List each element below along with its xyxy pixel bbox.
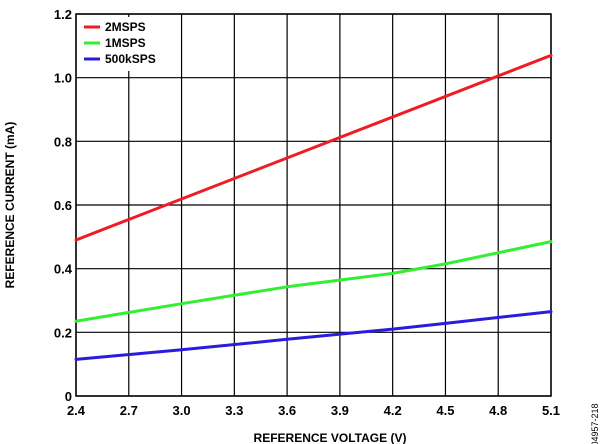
x-axis-title: REFERENCE VOLTAGE (V) <box>254 431 407 444</box>
series-line-2msps <box>74 53 553 242</box>
series-line-1msps <box>74 240 553 323</box>
plot-frame <box>75 13 552 397</box>
legend-label-2msps: 2MSPS <box>105 20 146 34</box>
series-line-500ksps <box>74 310 553 361</box>
x-tick-label: 3.9 <box>331 403 349 418</box>
y-axis-title: REFERENCE CURRENT (mA) <box>3 122 17 289</box>
x-tick-label: 2.4 <box>67 403 86 418</box>
x-tick-label: 4.8 <box>489 403 507 418</box>
x-tick-label: 3.3 <box>225 403 243 418</box>
legend: 2MSPS 1MSPS 500kSPS <box>79 17 169 71</box>
legend-label-1msps: 1MSPS <box>105 36 146 50</box>
series-layer <box>74 53 553 361</box>
y-tick-label: 0.4 <box>54 262 73 277</box>
y-tick-label: 0.8 <box>54 134 72 149</box>
x-tick-label: 4.2 <box>384 403 402 418</box>
x-tick-label: 3.6 <box>278 403 296 418</box>
y-tick-label: 0 <box>65 389 72 404</box>
figure-id: 04957-218 <box>590 403 600 444</box>
legend-label-500ksps: 500kSPS <box>105 52 156 66</box>
x-tick-label: 2.7 <box>120 403 138 418</box>
grid <box>75 13 552 397</box>
x-tick-label: 4.5 <box>436 403 454 418</box>
x-tick-label: 3.0 <box>173 403 191 418</box>
y-tick-label: 0.6 <box>54 198 72 213</box>
x-tick-label: 5.1 <box>542 403 560 418</box>
y-tick-labels: 0 0.2 0.4 0.6 0.8 1.0 1.2 <box>54 7 73 404</box>
x-tick-labels: 2.4 2.7 3.0 3.3 3.6 3.9 4.2 4.5 4.8 5.1 <box>67 403 560 418</box>
y-tick-label: 1.0 <box>54 71 72 86</box>
y-tick-label: 0.2 <box>54 325 72 340</box>
y-tick-label: 1.2 <box>54 7 72 22</box>
